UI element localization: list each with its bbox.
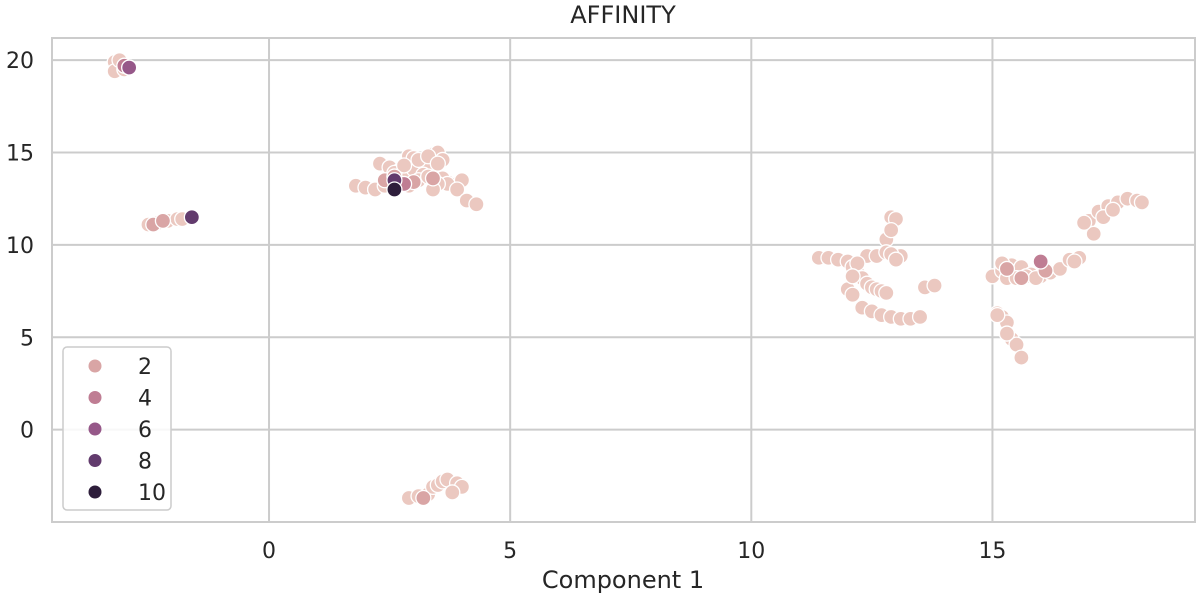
legend-label: 10 xyxy=(138,481,166,506)
x-tick-label: 10 xyxy=(737,539,765,564)
plot-frame xyxy=(51,37,1196,523)
legend-label: 6 xyxy=(138,418,152,443)
scatter-point xyxy=(1104,201,1122,218)
ticks-layer: 0 5 10 15 0 5 10 15 20 xyxy=(6,49,1006,564)
scatter-point xyxy=(1085,225,1102,242)
scatter-point xyxy=(183,209,201,226)
scatter-point xyxy=(1013,270,1030,287)
grid-layer xyxy=(52,38,1195,522)
scatter-point xyxy=(1075,214,1093,231)
y-tick-label: 20 xyxy=(6,49,34,74)
legend-marker xyxy=(88,422,102,436)
scatter-point xyxy=(878,284,895,302)
scatter-point xyxy=(1133,194,1151,211)
x-axis-label: Component 1 xyxy=(542,566,704,594)
legend: 2 4 6 8 10 xyxy=(62,346,172,511)
y-tick-label: 15 xyxy=(6,142,34,167)
scatter-point xyxy=(448,181,466,198)
y-tick-label: 5 xyxy=(20,326,34,351)
legend-box xyxy=(62,346,172,511)
scatter-point xyxy=(1066,253,1083,270)
scatter-point xyxy=(429,155,446,172)
legend-marker xyxy=(88,454,102,467)
legend-label: 2 xyxy=(138,355,152,380)
scatter-point xyxy=(883,221,900,239)
y-tick-label: 10 xyxy=(6,234,34,259)
scatter-point xyxy=(395,157,413,174)
y-tick-label: 0 xyxy=(20,419,34,444)
scatter-point xyxy=(998,325,1016,342)
scatter-point xyxy=(468,196,485,213)
legend-label: 8 xyxy=(138,450,152,475)
scatter-point xyxy=(386,181,403,198)
legend-marker xyxy=(88,485,102,499)
x-tick-label: 5 xyxy=(503,539,517,564)
scatter-point xyxy=(926,277,943,294)
scatter-point xyxy=(154,212,172,230)
scatter-point xyxy=(1032,253,1049,270)
scatter-point xyxy=(415,489,432,507)
scatter-point xyxy=(844,268,861,285)
legend-marker xyxy=(88,359,102,373)
scatter-point xyxy=(1013,349,1030,366)
scatter-point xyxy=(121,59,138,76)
legend-marker xyxy=(88,391,102,404)
scatter-point xyxy=(989,306,1006,324)
scatter-point xyxy=(424,170,442,187)
x-tick-label: 15 xyxy=(978,539,1006,564)
chart-title: AFFINITY xyxy=(570,1,676,29)
scatter-point xyxy=(998,260,1016,278)
points-layer xyxy=(106,52,1151,507)
scatter-point xyxy=(887,251,905,268)
scatter-point xyxy=(444,484,461,501)
scatter-point xyxy=(844,286,861,303)
x-tick-label: 0 xyxy=(262,539,276,564)
scatter-point xyxy=(911,308,929,326)
legend-label: 4 xyxy=(138,387,152,412)
